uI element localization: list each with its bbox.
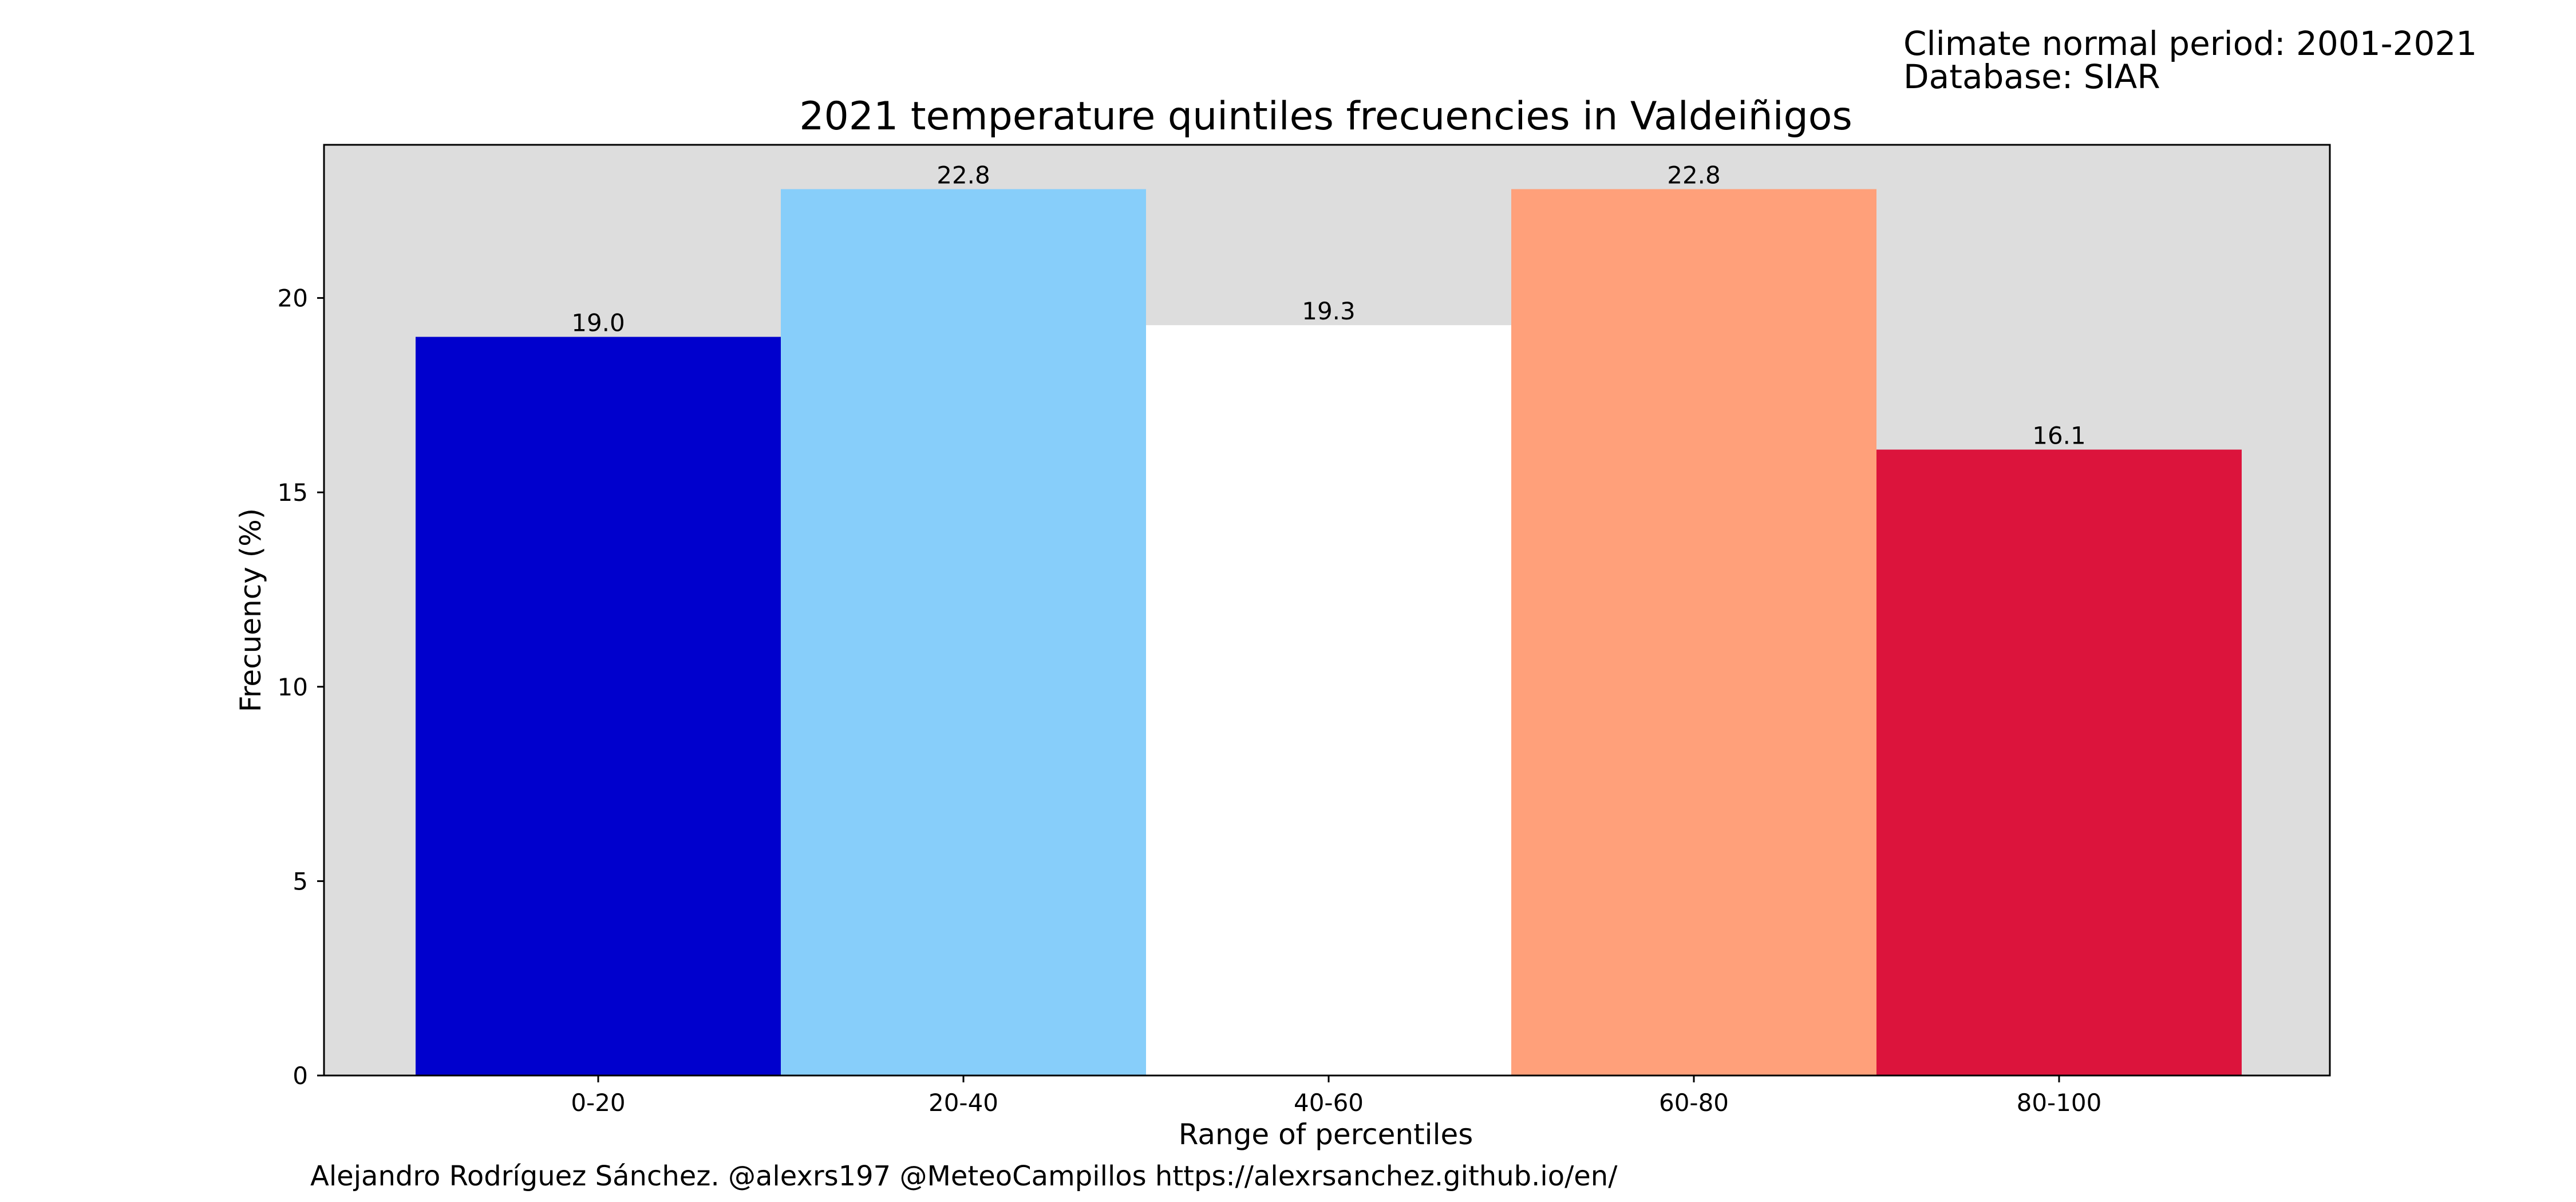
climate-period-note: Climate normal period: 2001-2021 [1903, 24, 2477, 63]
x-tick-label: 60-80 [1659, 1089, 1729, 1117]
value-label-40-60: 19.3 [1302, 297, 1356, 325]
database-note: Database: SIAR [1903, 57, 2160, 96]
bar-0-20 [416, 337, 781, 1076]
value-label-80-100: 16.1 [2032, 421, 2086, 449]
value-label-0-20: 19.0 [571, 309, 625, 337]
x-tick-label: 80-100 [2017, 1089, 2102, 1117]
x-tick-label: 0-20 [571, 1089, 625, 1117]
y-tick-label: 15 [278, 479, 308, 507]
x-axis-title: Range of percentiles [1179, 1118, 1473, 1151]
credits-text: Alejandro Rodríguez Sánchez. @alexrs197 … [310, 1160, 1618, 1192]
value-label-20-40: 22.8 [937, 161, 990, 189]
bar-40-60 [1146, 325, 1511, 1076]
value-labels-layer: 19.0 22.8 19.3 22.8 16.1 [571, 161, 2086, 449]
y-axis-ticks: 0 5 10 15 20 [278, 284, 324, 1090]
y-tick-label: 0 [293, 1062, 308, 1090]
chart-title: 2021 temperature quintiles frecuencies i… [799, 94, 1852, 139]
plot-frame [323, 144, 2331, 1077]
y-tick-label: 20 [278, 284, 308, 313]
y-tick-label: 5 [293, 867, 308, 895]
y-axis-title: Frecuency (%) [234, 508, 267, 712]
bars-layer [416, 189, 2242, 1076]
x-tick-label: 40-60 [1294, 1089, 1364, 1117]
x-axis-ticks: 0-20 20-40 40-60 60-80 80-100 [571, 1076, 2101, 1117]
x-tick-label: 20-40 [929, 1089, 998, 1117]
bar-20-40 [781, 189, 1146, 1076]
bar-80-100 [1876, 449, 2242, 1076]
bar-60-80 [1511, 189, 1876, 1076]
value-label-60-80: 22.8 [1667, 161, 1721, 189]
y-tick-label: 10 [278, 673, 308, 701]
